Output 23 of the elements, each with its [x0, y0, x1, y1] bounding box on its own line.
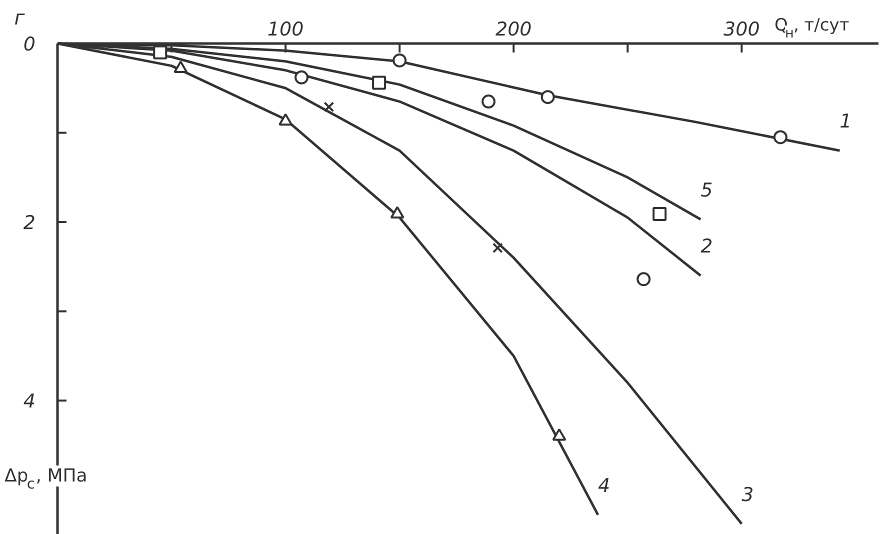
point — [636, 272, 651, 286]
point — [392, 53, 407, 68]
y-tick-label: 0 — [23, 34, 36, 56]
point — [482, 94, 496, 109]
point — [294, 70, 309, 84]
annotation: 5 — [700, 179, 713, 202]
annotation: 1 — [840, 110, 852, 133]
point — [372, 76, 386, 90]
x-tick-label: 300 — [724, 18, 760, 40]
point — [540, 90, 555, 104]
x-tick-label: 200 — [495, 18, 532, 40]
point — [652, 207, 667, 222]
point — [324, 102, 334, 112]
point — [492, 242, 503, 254]
y-tick-label: 4 — [23, 390, 36, 413]
point — [153, 45, 168, 60]
y-tick-label: 2 — [23, 212, 36, 234]
annotation: 2 — [700, 236, 713, 258]
point — [773, 130, 788, 144]
annotation: 4 — [598, 474, 610, 497]
annotation: 3 — [742, 484, 754, 506]
text: г — [14, 6, 26, 30]
x-tick-label: 100 — [267, 18, 304, 40]
